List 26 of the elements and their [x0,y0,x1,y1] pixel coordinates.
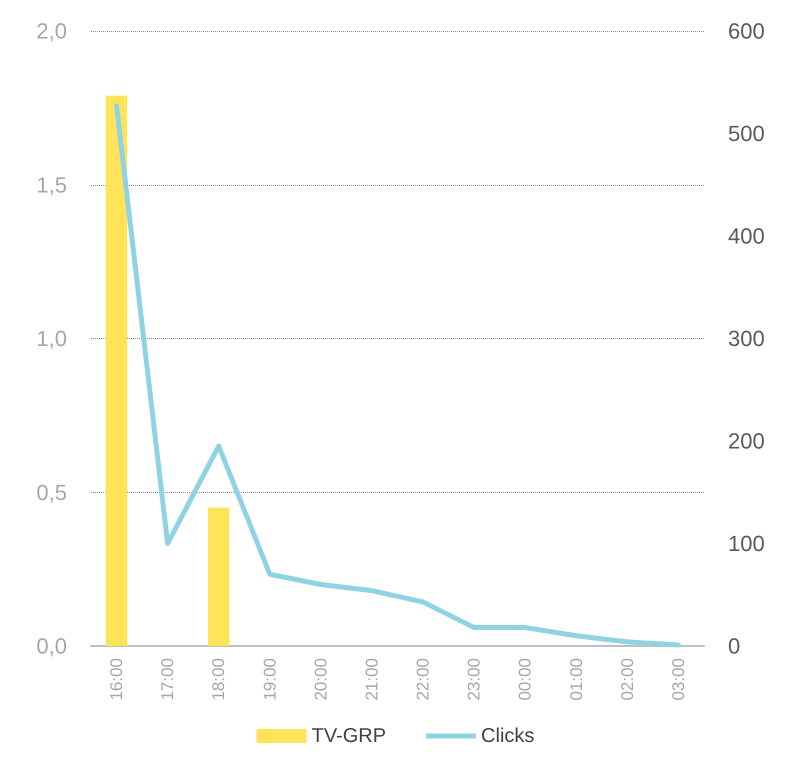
y-tick-label: 0,5 [36,480,67,505]
x-tick-label: 03:00 [668,658,688,701]
y-tick-label: 2,0 [36,18,67,44]
legend-label: TV-GRP [312,725,386,747]
y-tick-label: 1,0 [36,326,67,351]
x-tick-label: 22:00 [414,658,433,701]
x-tick-label: 19:00 [260,658,280,701]
y-tick-label: 0,0 [36,634,67,658]
y2-tick-label: 300 [728,326,765,351]
x-tick-label: 23:00 [464,658,484,701]
y2-tick-label: 400 [728,224,765,248]
y2-tick-label: 600 [728,18,765,44]
x-tick-label: 18:00 [209,658,228,701]
x-tick-label: 16:00 [107,658,126,701]
x-tick-label: 00:00 [516,658,535,701]
x-tick-label: 21:00 [362,658,382,701]
y2-tick-label: 200 [728,428,765,454]
x-tick-label: 01:00 [566,658,586,701]
x-tick-label: 17:00 [158,658,178,701]
legend-label: Clicks [481,725,534,747]
y2-tick-label: 500 [728,121,765,146]
y-tick-label: 1,5 [36,172,67,198]
y2-tick-label: 0 [728,634,740,658]
x-tick-label: 20:00 [311,658,330,701]
x-tick-label: 02:00 [618,658,637,701]
y2-tick-label: 100 [728,531,765,556]
